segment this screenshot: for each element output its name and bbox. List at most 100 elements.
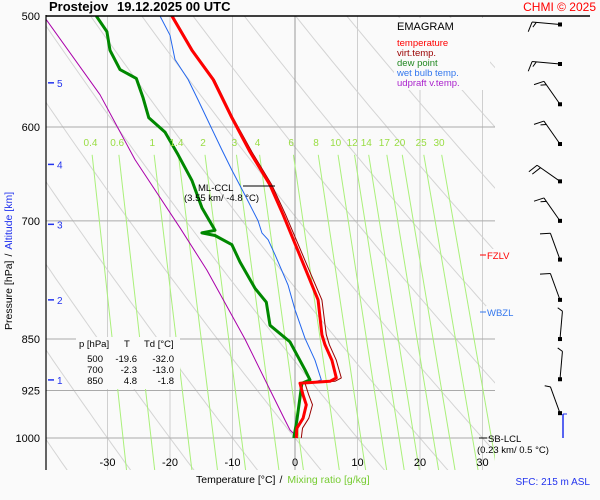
mixing-ratio-line <box>91 154 128 470</box>
altitude-tick-label: 1 <box>57 376 63 387</box>
mixing-ratio-line <box>386 154 440 470</box>
dry-adiabat <box>397 16 495 128</box>
wind-barb-station-dot <box>558 61 562 66</box>
y-tick-label: 700 <box>22 216 40 228</box>
ml-ccl-value: (3.55 km/ -4.8 °C) <box>184 193 259 204</box>
series-virt-temp <box>172 16 342 439</box>
copyright: CHMI © 2025 <box>523 0 596 14</box>
altitude-tick-label: 3 <box>57 220 63 231</box>
series-dew-point <box>95 16 312 439</box>
mixing-ratio-label: 2 <box>200 138 206 149</box>
wind-barb-feather <box>557 307 563 312</box>
altitude-tick-label: 5 <box>57 79 63 90</box>
table-header-p: p [hPa] <box>79 339 109 350</box>
table-cell: 4.8 <box>124 376 137 387</box>
sb-lcl-label: SB-LCL <box>488 434 521 445</box>
wind-barb-feather <box>544 385 551 388</box>
wind-barb-feather <box>527 61 533 72</box>
pressure-label: Pressure [hPa] <box>3 260 15 330</box>
datetime-title: 19.12.2025 00 UTC <box>117 0 231 14</box>
legend-wet-bulb: wet bulb temp. <box>396 68 459 79</box>
temperature-label: Temperature [°C] <box>196 474 276 486</box>
mixing-ratio-label: 30 <box>433 138 445 149</box>
table-cell: -13.0 <box>152 365 174 376</box>
x-tick-label: 20 <box>414 457 426 469</box>
dry-adiabat <box>580 0 600 473</box>
wind-barb-staff <box>543 81 561 105</box>
altitude-tick-label: 2 <box>57 296 63 307</box>
legend-temperature: temperature <box>397 38 448 49</box>
dry-adiabat <box>46 24 385 470</box>
x-tick-label: 0 <box>292 457 298 469</box>
mixing-ratio-label: 12 <box>347 138 359 149</box>
mixing-ratio-label: 20 <box>394 138 406 149</box>
x-tick-label: 30 <box>476 457 488 469</box>
mixing-ratio-label: 1 <box>150 138 156 149</box>
dry-adiabat <box>46 180 259 470</box>
table-cell: 700 <box>87 365 103 376</box>
mixing-ratio-line <box>368 154 420 470</box>
dry-adiabat <box>478 0 600 473</box>
x-tick-label: 10 <box>351 457 363 469</box>
legend-updraft: udpraft v.temp. <box>397 78 460 89</box>
mixing-ratio-line <box>401 154 456 470</box>
wind-barb-feather <box>528 164 538 173</box>
mixing-ratio-line <box>292 154 340 470</box>
grid <box>46 0 600 473</box>
series-temperature <box>170 16 338 439</box>
station-title: Prostejov <box>49 0 109 14</box>
x-tick-label: -30 <box>100 457 116 469</box>
wind-barb-staff <box>549 273 561 301</box>
wind-barb-staff <box>549 233 561 260</box>
series-lines <box>46 16 342 439</box>
wind-barb-feather <box>557 347 563 352</box>
table-cell: -2.3 <box>121 365 137 376</box>
table-header-t: T <box>124 339 130 350</box>
dry-adiabat <box>89 16 449 470</box>
wind-barb-feather <box>539 273 551 275</box>
mixing-ratio-line <box>317 154 367 470</box>
mixing-ratio-line <box>354 154 405 470</box>
mixing-ratio-label: 10 <box>330 138 342 149</box>
dry-adiabat <box>294 16 495 252</box>
mixing-ratio-label: 0.6 <box>110 138 124 149</box>
values-table: p [hPa] T Td [°C] 500 -19.6 -32.0 700 -2… <box>76 337 180 389</box>
fzlv-marker: FZLV <box>480 249 516 262</box>
wind-barb-staff <box>543 197 561 222</box>
mixing-ratio-line <box>235 154 280 470</box>
wind-barb-feather <box>527 21 533 32</box>
y-tick-label: 600 <box>22 122 40 134</box>
table-cell: -1.8 <box>158 376 174 387</box>
wbzl-label: WBZL <box>487 308 513 319</box>
sb-lcl-value: (0.23 km/ 0.5 °C) <box>477 445 549 456</box>
altitude-label: Altitude [km] <box>3 192 15 250</box>
x-axis-title: Temperature [°C] / Mixing ratio [g/kg] <box>196 474 370 486</box>
mixing-ratio-label: 4 <box>255 138 261 149</box>
series-udpraft-v-temp <box>46 19 299 439</box>
table-cell: 850 <box>87 376 103 387</box>
mixing-ratio-label: 1.4 <box>170 138 184 149</box>
wind-barb-feather <box>533 197 545 202</box>
table-cell: -32.0 <box>152 354 174 365</box>
mixing-ratio-label: 17 <box>379 138 391 149</box>
wind-barb-staff <box>543 120 561 145</box>
table-header-td: Td [°C] <box>144 339 174 350</box>
legend-dew-point: dew point <box>397 58 438 69</box>
wind-barb-staff <box>559 311 563 340</box>
mixing-ratio-label: Mixing ratio [g/kg] <box>287 474 369 486</box>
table-cell: 500 <box>87 354 103 365</box>
y-tick-label: 850 <box>22 334 40 346</box>
mixing-ratio-label: 0.4 <box>84 138 98 149</box>
x-tick-label: -10 <box>225 457 241 469</box>
wind-barb-feather <box>532 61 537 67</box>
wind-barb-feather <box>533 120 545 125</box>
sb-lcl-annotation: SB-LCL (0.23 km/ 0.5 °C) <box>477 434 549 456</box>
y-tick-label: 500 <box>22 11 40 23</box>
x-tick-label: -20 <box>162 457 178 469</box>
legend-title: EMAGRAM <box>397 21 454 33</box>
dry-adiabat <box>141 16 495 453</box>
wind-barbs <box>527 21 567 438</box>
